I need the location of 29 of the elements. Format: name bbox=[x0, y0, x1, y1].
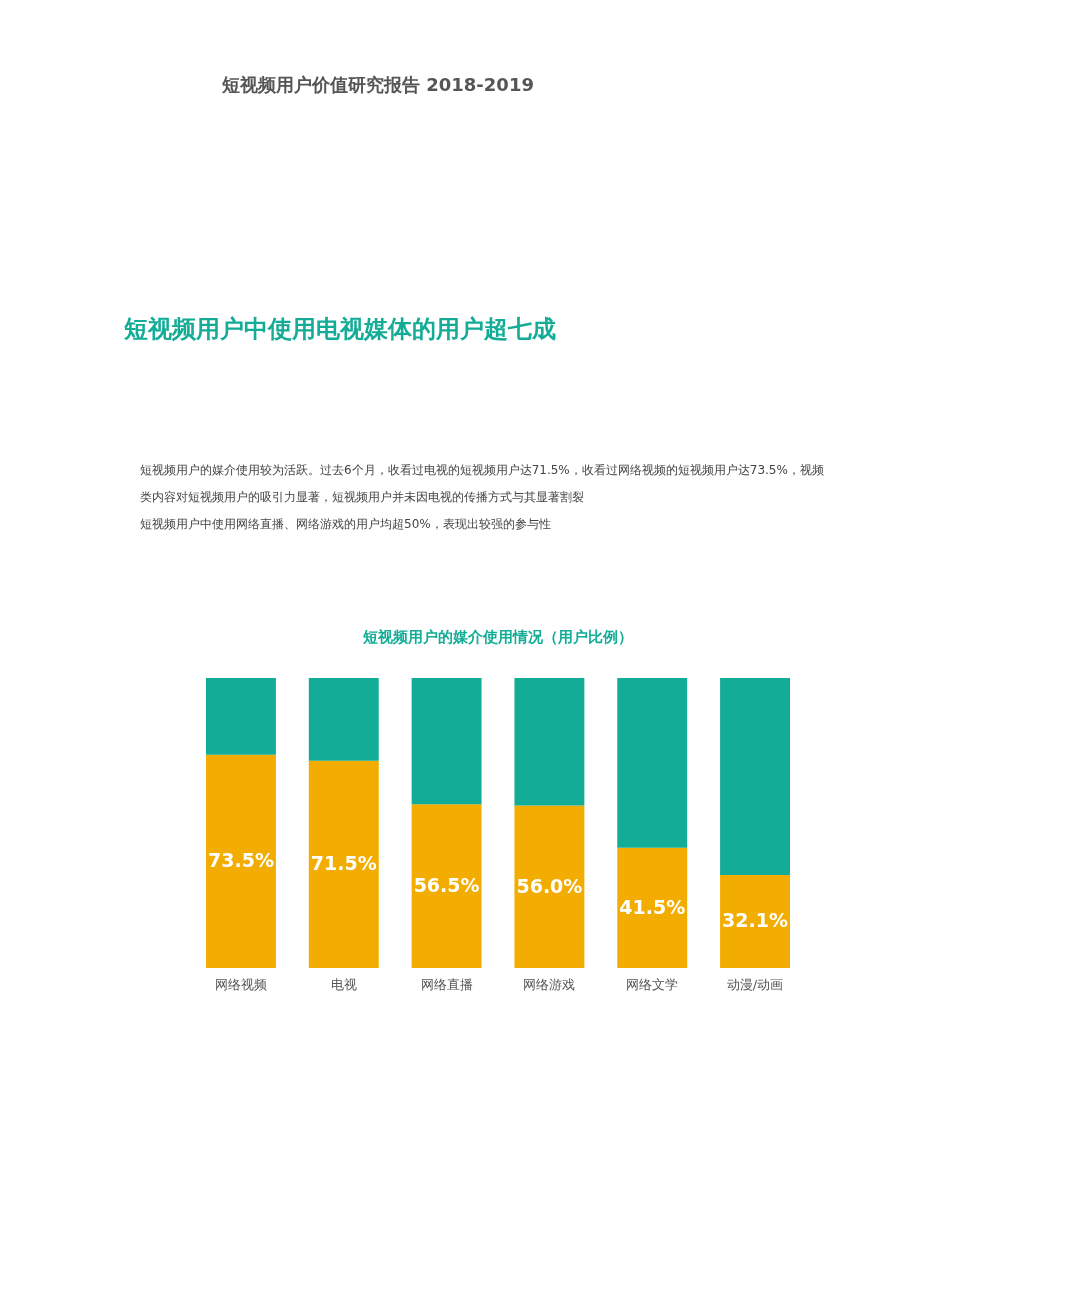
chart-title: 短视频用户的媒介使用情况（用户比例） bbox=[362, 628, 633, 646]
bar bbox=[206, 678, 276, 755]
x-tick-label: 电视 bbox=[330, 977, 357, 992]
x-tick-label: 网络直播 bbox=[420, 977, 473, 992]
bar bbox=[308, 678, 379, 761]
bar bbox=[720, 678, 790, 875]
data-label: 32.1% bbox=[722, 909, 788, 932]
bar bbox=[411, 804, 482, 968]
text: 短视频用户价值研究报告 2018-2019 bbox=[221, 74, 534, 95]
text: 短视频用户的媒介使用较为活跃。过去6个月，收看过电视的短视频用户达71.5%，收看过网络视频的短视频用户达73.5%，视频类内容对短视频用户的吸引力显著，短视频用户并未因电视的传播方式与其显著割裂 bbox=[140, 463, 824, 504]
x-tick-label: 网络游戏 bbox=[523, 977, 576, 992]
bar bbox=[206, 754, 276, 968]
data-label: 56.5% bbox=[413, 874, 480, 897]
bar bbox=[514, 678, 585, 806]
x-tick-label: 网络视频 bbox=[214, 977, 267, 992]
bar bbox=[720, 874, 790, 968]
text: 短视频用户中使用电视媒体的用户超七成 bbox=[123, 315, 556, 343]
x-tick-label: 网络文学 bbox=[626, 977, 679, 992]
bar bbox=[411, 678, 482, 805]
bar bbox=[617, 678, 688, 848]
data-label: 73.5% bbox=[208, 849, 274, 872]
x-tick-label: 动漫/动画 bbox=[726, 977, 784, 992]
bar bbox=[308, 760, 379, 968]
text: 短视频用户中使用网络直播、网络游戏的用户均超50%，表现出较强的参与性 bbox=[140, 517, 551, 531]
bar bbox=[514, 805, 585, 968]
bar bbox=[617, 847, 688, 968]
data-label: 71.5% bbox=[310, 852, 377, 875]
data-label: 56.0% bbox=[516, 874, 583, 897]
data-label: 41.5% bbox=[619, 895, 686, 918]
